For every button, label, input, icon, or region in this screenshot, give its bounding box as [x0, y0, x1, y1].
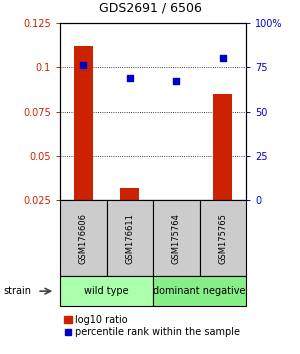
Bar	[153, 276, 246, 306]
Text: dominant negative: dominant negative	[153, 286, 246, 296]
Text: GSM175764: GSM175764	[172, 213, 181, 263]
Bar	[106, 200, 153, 276]
Legend: log10 ratio, percentile rank within the sample: log10 ratio, percentile rank within the …	[60, 311, 244, 341]
Bar	[167, 205, 185, 244]
Point	[81, 63, 86, 68]
Text: wild type: wild type	[84, 286, 129, 296]
Point	[128, 75, 132, 81]
Text: GSM175765: GSM175765	[218, 213, 227, 263]
Bar	[214, 94, 232, 244]
Bar	[60, 200, 106, 276]
Bar	[200, 200, 246, 276]
Text: strain: strain	[3, 286, 31, 296]
Text: GSM176606: GSM176606	[79, 212, 88, 264]
Text: GDS2691 / 6506: GDS2691 / 6506	[99, 1, 201, 14]
Bar	[153, 200, 200, 276]
Text: GSM176611: GSM176611	[125, 213, 134, 263]
Bar	[74, 46, 93, 244]
Point	[174, 79, 179, 84]
Point	[220, 56, 225, 61]
Bar	[60, 276, 153, 306]
Bar	[121, 188, 139, 244]
